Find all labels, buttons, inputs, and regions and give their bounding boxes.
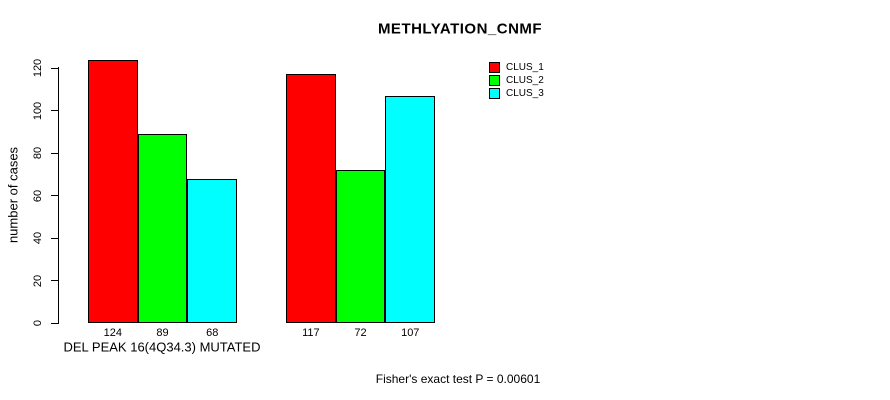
bar-clus_1-group-1 bbox=[88, 59, 138, 323]
y-tick-mark bbox=[51, 67, 58, 69]
legend-swatch bbox=[489, 88, 500, 99]
y-axis-title: number of cases bbox=[5, 146, 21, 244]
bar-clus_1-group-2 bbox=[286, 74, 336, 323]
y-tick-label: 120 bbox=[32, 58, 44, 78]
bar-clus_3-group-2 bbox=[385, 95, 436, 323]
bar-value-label: 107 bbox=[401, 327, 420, 339]
legend-label: CLUS_2 bbox=[506, 75, 544, 86]
y-axis-line bbox=[58, 67, 59, 324]
bar-clus_2-group-2 bbox=[335, 170, 386, 323]
y-tick-label: 20 bbox=[32, 274, 44, 287]
bar-value-label: 68 bbox=[206, 327, 219, 339]
legend-item-clus_3: CLUS_3 bbox=[489, 87, 544, 100]
y-tick-label: 60 bbox=[32, 189, 44, 202]
legend-item-clus_2: CLUS_2 bbox=[489, 74, 544, 87]
bar-value-label: 117 bbox=[302, 327, 320, 339]
y-tick-label: 40 bbox=[32, 231, 44, 245]
bar-value-label: 124 bbox=[103, 327, 123, 339]
legend-item-clus_1: CLUS_1 bbox=[489, 61, 544, 74]
y-tick-label: 80 bbox=[32, 146, 44, 160]
legend: CLUS_1 CLUS_2 CLUS_3 bbox=[489, 61, 544, 100]
chart-title: METHLYATION_CNMF bbox=[377, 20, 543, 38]
y-tick-label: 0 bbox=[32, 319, 44, 327]
y-tick-mark bbox=[51, 152, 58, 154]
bar-clus_2-group-1 bbox=[137, 133, 188, 323]
bar-clus_3-group-1 bbox=[187, 178, 238, 323]
y-tick-mark bbox=[51, 195, 58, 196]
bar-value-label: 89 bbox=[156, 327, 169, 339]
y-tick-mark bbox=[51, 322, 58, 324]
legend-label: CLUS_3 bbox=[506, 88, 544, 99]
legend-swatch bbox=[489, 75, 500, 86]
legend-swatch bbox=[489, 62, 500, 73]
y-tick-mark bbox=[51, 237, 58, 239]
y-tick-mark bbox=[51, 280, 58, 281]
x-axis-title: DEL PEAK 16(4Q34.3) MUTATED bbox=[63, 339, 261, 355]
legend-label: CLUS_1 bbox=[506, 62, 544, 73]
annotation-text: Fisher's exact test P = 0.00601 bbox=[375, 372, 541, 386]
y-tick-mark bbox=[51, 110, 58, 111]
bar-value-label: 72 bbox=[354, 327, 367, 339]
y-tick-label: 100 bbox=[32, 101, 44, 120]
